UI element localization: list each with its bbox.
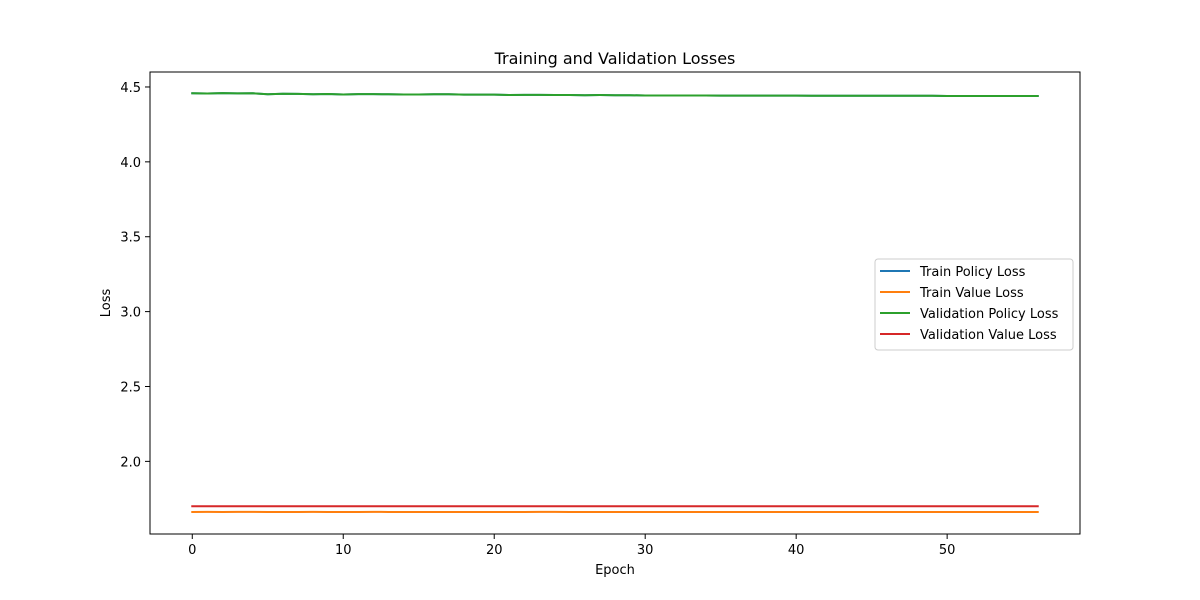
x-tick-label: 10	[335, 543, 352, 558]
legend-label: Train Value Loss	[919, 286, 1024, 301]
y-tick-label: 3.5	[120, 231, 141, 246]
x-tick-label: 30	[637, 543, 654, 558]
chart-title: Training and Validation Losses	[494, 49, 736, 68]
legend-label: Train Policy Loss	[919, 265, 1026, 280]
series-layer	[191, 92, 1039, 513]
y-tick-label: 4.5	[120, 81, 141, 96]
series-line-3	[191, 92, 1039, 97]
y-tick-label: 4.0	[120, 156, 141, 171]
y-tick-label: 2.5	[120, 380, 141, 395]
legend-label: Validation Value Loss	[920, 328, 1057, 343]
plot-frame	[149, 71, 1081, 535]
legend-label: Validation Policy Loss	[920, 307, 1059, 322]
x-tick-label: 20	[486, 543, 503, 558]
y-axis-label: Loss	[99, 289, 114, 318]
legend: Train Policy Loss Train Value Loss Validat…	[874, 258, 1074, 351]
x-tick-label: 40	[788, 543, 805, 558]
y-axis-ticks: 2.0 2.5 3.0 3.5 4.0 4.5	[120, 81, 150, 470]
x-axis-label: Epoch	[595, 563, 635, 578]
y-tick-label: 2.0	[120, 455, 141, 470]
x-tick-label: 0	[188, 543, 196, 558]
x-tick-label: 50	[939, 543, 956, 558]
x-axis-ticks: 0 10 20 30 40 50	[188, 534, 955, 558]
y-tick-label: 3.0	[120, 306, 141, 321]
legend-box	[874, 258, 1074, 351]
